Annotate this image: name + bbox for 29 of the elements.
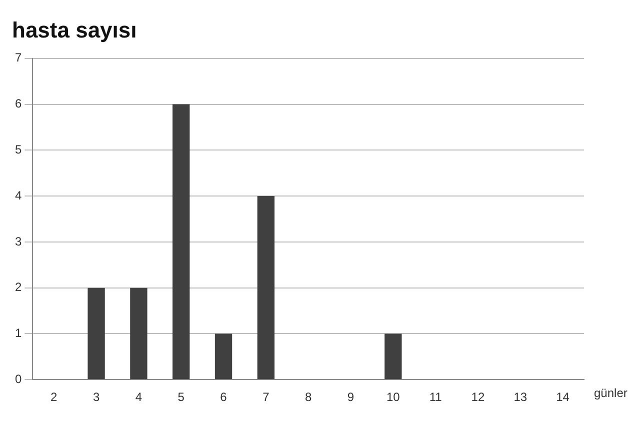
x-tick-label: 4	[135, 390, 142, 404]
y-tick-label: 2	[14, 280, 22, 294]
x-tick-label: 9	[347, 390, 354, 404]
x-axis-title: günler	[594, 386, 628, 400]
chart-title: hasta sayısı	[12, 17, 137, 42]
x-tick-label: 3	[92, 390, 100, 404]
x-tick-label: 7	[262, 390, 270, 404]
y-tick-label: 5	[14, 142, 22, 156]
x-tick-label: 2	[50, 390, 58, 404]
x-tick-label: 11	[429, 390, 442, 404]
bar	[172, 104, 190, 380]
bar	[257, 196, 275, 380]
x-tick-label: 12	[471, 390, 485, 404]
x-tick-label: 10	[386, 390, 400, 404]
bar	[384, 334, 402, 380]
bar	[130, 288, 148, 380]
y-tick-label: 0	[14, 372, 22, 386]
x-tick-label: 5	[178, 390, 185, 404]
x-tick-label: 6	[220, 390, 228, 404]
y-tick-label: 6	[14, 96, 22, 111]
y-tick-label: 4	[14, 188, 22, 202]
x-tick-label: 14	[556, 390, 570, 404]
x-tick-label: 13	[514, 390, 528, 404]
y-tick-label: 7	[14, 50, 22, 65]
x-tick-label: 8	[304, 390, 312, 404]
y-tick-label: 1	[14, 326, 22, 340]
bar	[88, 288, 105, 380]
bar	[214, 334, 232, 380]
y-tick-label: 3	[14, 234, 22, 248]
